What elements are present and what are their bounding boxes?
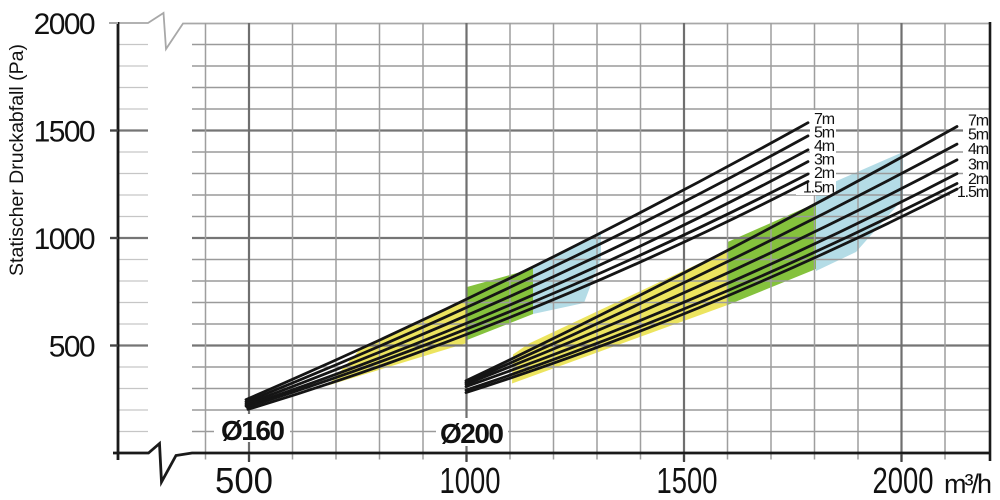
svg-text:Statischer Druckabfall (Pa): Statischer Druckabfall (Pa) xyxy=(6,44,28,276)
svg-text:m³/h: m³/h xyxy=(944,469,991,495)
svg-text:1.5m: 1.5m xyxy=(803,180,835,197)
svg-text:5m: 5m xyxy=(968,127,989,144)
svg-text:2000: 2000 xyxy=(873,460,934,495)
svg-text:4m: 4m xyxy=(968,141,989,158)
svg-text:Ø200: Ø200 xyxy=(440,418,503,449)
svg-text:7m: 7m xyxy=(814,111,835,128)
svg-text:1000: 1000 xyxy=(440,460,501,495)
svg-text:500: 500 xyxy=(49,330,95,363)
svg-text:1500: 1500 xyxy=(657,460,718,495)
svg-text:5m: 5m xyxy=(814,125,835,142)
svg-text:1000: 1000 xyxy=(34,223,95,256)
svg-text:Ø160: Ø160 xyxy=(221,415,284,446)
svg-text:4m: 4m xyxy=(814,138,835,155)
svg-text:2000: 2000 xyxy=(34,8,95,41)
svg-text:1.5m: 1.5m xyxy=(957,184,989,201)
svg-text:1500: 1500 xyxy=(34,115,95,148)
svg-text:7m: 7m xyxy=(968,113,989,130)
svg-text:2m: 2m xyxy=(814,165,835,182)
svg-text:3m: 3m xyxy=(968,157,989,174)
svg-text:3m: 3m xyxy=(814,152,835,169)
svg-text:2m: 2m xyxy=(968,171,989,188)
svg-text:500: 500 xyxy=(215,460,273,495)
